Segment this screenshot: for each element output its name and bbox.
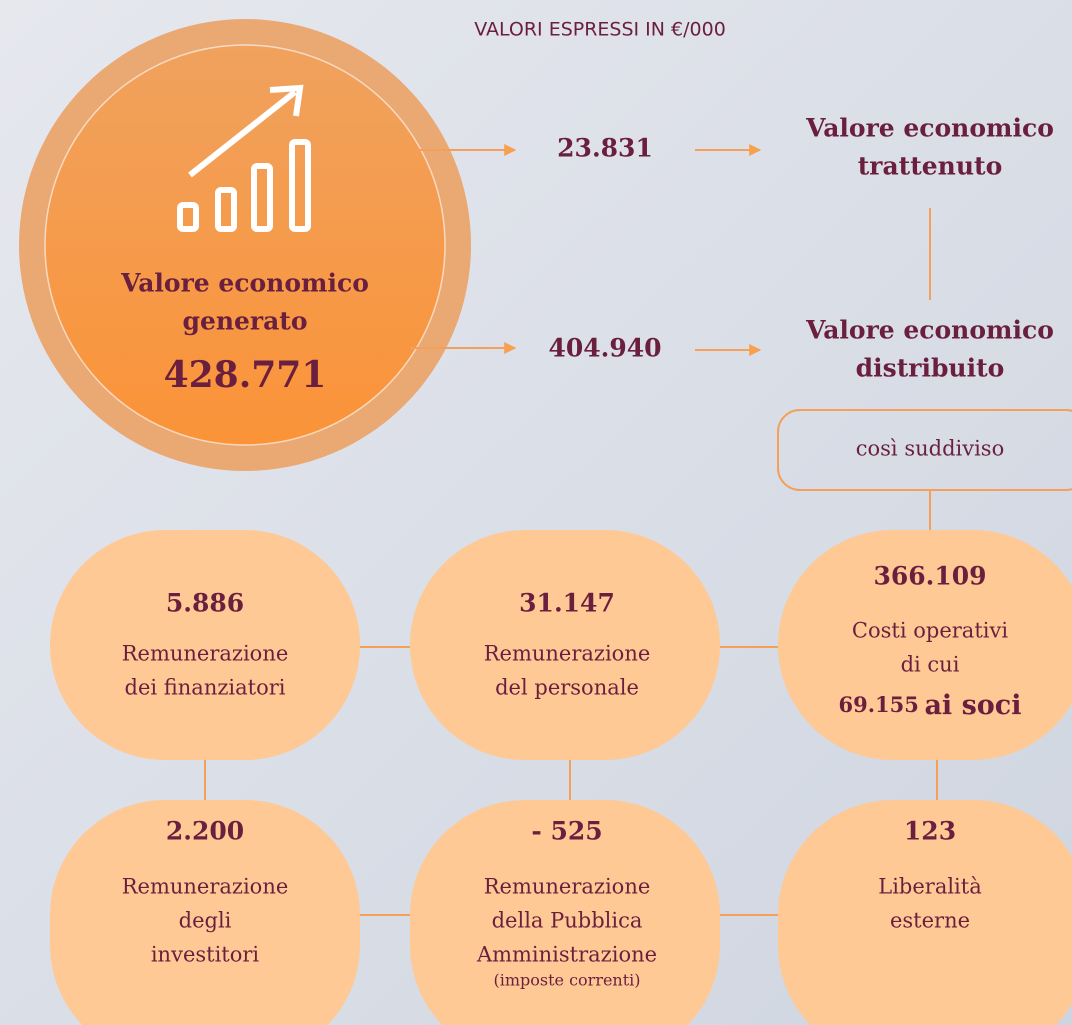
node-shape	[778, 800, 1072, 1025]
node-label: della Pubblica	[492, 909, 643, 933]
flow-target: Valore economico	[805, 316, 1054, 345]
node-label: investitori	[151, 943, 260, 967]
generated-value: 428.771	[164, 354, 327, 396]
node-shape	[410, 800, 720, 1025]
node-label: Amministrazione	[476, 943, 657, 967]
node-value: 2.200	[166, 817, 244, 846]
flow-value: 404.940	[548, 334, 661, 363]
growth-icon	[177, 84, 311, 232]
node-value: - 525	[531, 817, 602, 846]
node-note: (imposte correnti)	[493, 971, 640, 990]
node-label: Remunerazione	[122, 642, 289, 666]
node-value: 5.886	[166, 589, 244, 618]
node-label: Liberalità	[878, 875, 981, 899]
content: Valore economico generato 428.771 23.831 Val…	[50, 114, 1072, 1025]
node-label: esterne	[890, 909, 970, 933]
flow-target: distribuito	[856, 354, 1005, 383]
node-label: Remunerazione	[484, 875, 651, 899]
flow-target: Valore economico	[805, 114, 1054, 143]
node-value: 123	[904, 817, 956, 846]
highlight-text: ai soci	[924, 690, 1021, 721]
node-value: 31.147	[519, 589, 615, 618]
node-shape	[50, 530, 360, 760]
split-label: così suddiviso	[856, 437, 1004, 461]
node-label: del personale	[495, 676, 639, 700]
highlight-value: 69.155	[838, 692, 918, 717]
node-label: Costi operativi	[852, 619, 1008, 643]
node-label: Remunerazione	[122, 875, 289, 899]
node-label: Remunerazione	[484, 642, 651, 666]
inner-circle	[44, 44, 446, 446]
flow-target: trattenuto	[858, 152, 1003, 181]
split-box	[777, 409, 1072, 491]
node-shape	[410, 530, 720, 760]
generated-label: Valore economico	[120, 269, 369, 298]
node-label: dei finanziatori	[125, 676, 286, 700]
node-label: degli	[179, 909, 232, 933]
node-value: 366.109	[873, 562, 986, 591]
flow-value: 23.831	[557, 134, 653, 163]
node-shape	[50, 800, 360, 1025]
node-highlight: 69.155 ai soci	[838, 690, 1021, 721]
header-note: VALORI ESPRESSI IN €/000	[474, 19, 726, 41]
node-shape	[778, 530, 1072, 760]
generated-label: generato	[182, 307, 307, 336]
node-label: di cui	[901, 653, 960, 677]
